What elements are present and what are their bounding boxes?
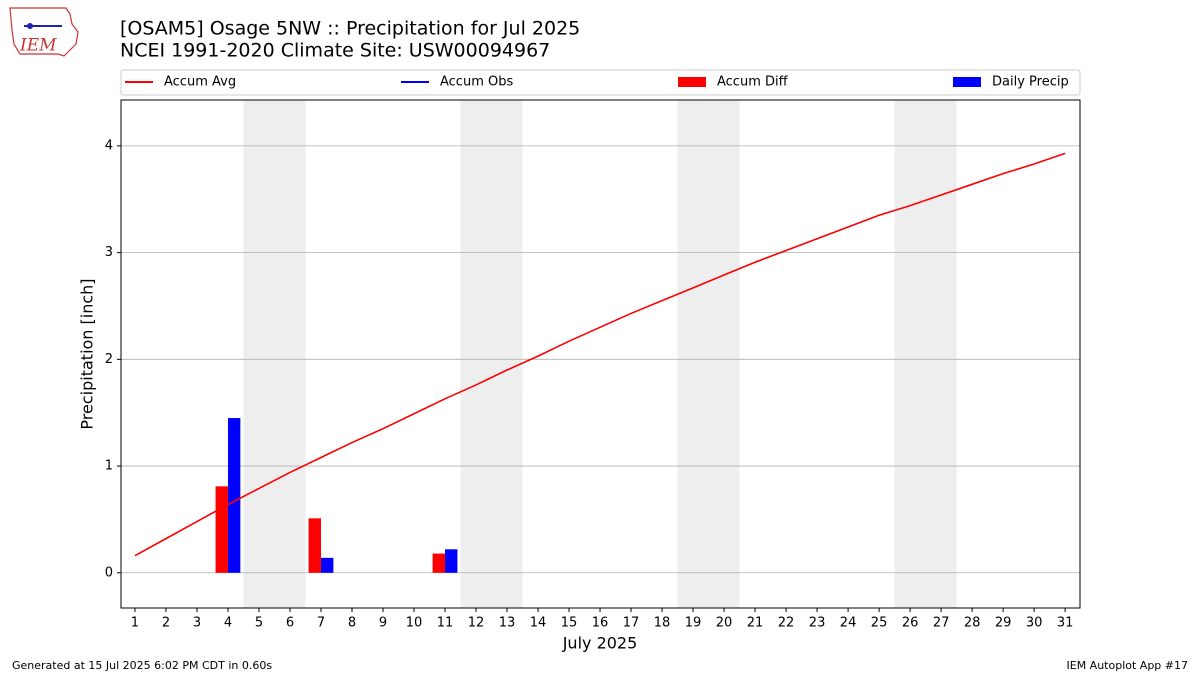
bar (308, 518, 321, 573)
x-tick-label: 9 (379, 616, 387, 631)
plot-frame (120, 99, 1081, 609)
x-axis-label: July 2025 (562, 634, 638, 653)
line (134, 152, 1066, 557)
x-tick-label: 28 (964, 616, 981, 631)
x-tick-label: 31 (1057, 616, 1074, 631)
chart-title: [OSAM5] Osage 5NW :: Precipitation for J… (120, 18, 580, 40)
legend-handle (953, 77, 981, 87)
x-tick-label: 30 (1026, 616, 1043, 631)
x-tick-label: 14 (530, 616, 547, 631)
footer-left: Generated at 15 Jul 2025 6:02 PM CDT in … (12, 659, 272, 672)
logo-dot (27, 23, 33, 29)
x-tick-label: 19 (685, 616, 702, 631)
chart-subtitle: NCEI 1991-2020 Climate Site: USW00094967 (120, 40, 550, 62)
x-tick-label: 20 (716, 616, 733, 631)
y-tick-label: 1 (105, 459, 113, 474)
x-tick-label: 5 (255, 616, 263, 631)
logo: IEM (9, 7, 79, 57)
x-tick-label: 21 (747, 616, 764, 631)
y-tick-label: 3 (105, 245, 113, 260)
bar (227, 418, 241, 573)
logo-outline (9, 7, 79, 57)
x-tick-label: 10 (406, 616, 423, 631)
legend-label: Accum Obs (440, 75, 513, 90)
x-tick-label: 7 (317, 616, 325, 631)
x-tick-label: 23 (809, 616, 826, 631)
y-tick-label: 4 (105, 138, 113, 153)
x-tick-label: 1 (131, 616, 139, 631)
x-tick-label: 22 (778, 616, 795, 631)
bar (432, 553, 446, 573)
x-tick-label: 3 (193, 616, 201, 631)
x-tick-label: 16 (592, 616, 609, 631)
y-axis-label: Precipitation [inch] (78, 278, 97, 429)
x-tick-label: 29 (995, 616, 1012, 631)
x-tick-label: 17 (623, 616, 640, 631)
legend-label: Accum Avg (164, 75, 236, 90)
bar (320, 557, 334, 573)
legend (120, 69, 1081, 96)
x-tick-label: 24 (840, 616, 857, 631)
legend-handle (678, 77, 706, 87)
weekend-shade (243, 100, 306, 608)
logo-text: IEM (19, 36, 57, 56)
x-tick-label: 15 (561, 616, 578, 631)
legend-label: Accum Diff (717, 75, 789, 90)
footer-right: IEM Autoplot App #17 (1067, 659, 1189, 672)
y-tick-label: 2 (105, 352, 113, 367)
bar (215, 486, 228, 573)
legend-label: Daily Precip (992, 75, 1069, 90)
bar (445, 549, 458, 573)
y-tick-label: 0 (105, 565, 113, 580)
weekend-shade (894, 100, 957, 608)
x-tick-label: 18 (654, 616, 671, 631)
x-tick-label: 26 (902, 616, 919, 631)
x-tick-label: 12 (468, 616, 485, 631)
x-tick-label: 2 (162, 616, 170, 631)
weekend-shade (677, 100, 740, 608)
x-tick-label: 8 (348, 616, 356, 631)
x-tick-label: 4 (224, 616, 232, 631)
x-tick-label: 6 (286, 616, 294, 631)
weekend-shade (460, 100, 523, 608)
x-tick-label: 27 (933, 616, 950, 631)
x-tick-label: 25 (871, 616, 888, 631)
x-tick-label: 13 (499, 616, 516, 631)
x-tick-label: 11 (437, 616, 454, 631)
